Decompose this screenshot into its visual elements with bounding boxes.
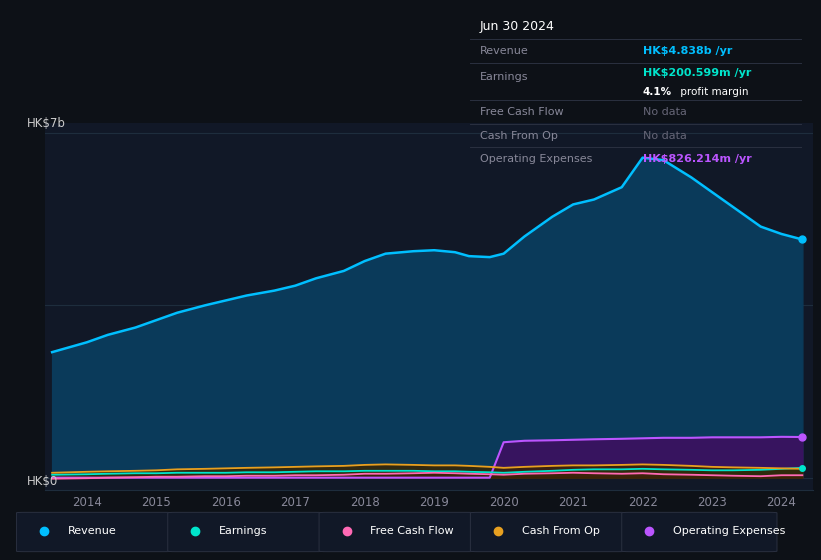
Text: 4.1%: 4.1% xyxy=(643,87,672,97)
Text: No data: No data xyxy=(643,107,686,117)
Text: No data: No data xyxy=(643,130,686,141)
Text: Earnings: Earnings xyxy=(219,526,268,536)
Text: Revenue: Revenue xyxy=(479,46,529,56)
Text: HK$0: HK$0 xyxy=(27,475,58,488)
FancyBboxPatch shape xyxy=(621,512,777,552)
FancyBboxPatch shape xyxy=(470,512,626,552)
Text: HK$826.214m /yr: HK$826.214m /yr xyxy=(643,154,751,164)
Text: HK$200.599m /yr: HK$200.599m /yr xyxy=(643,68,751,78)
Text: Earnings: Earnings xyxy=(479,72,528,82)
Text: Free Cash Flow: Free Cash Flow xyxy=(479,107,563,117)
Text: Jun 30 2024: Jun 30 2024 xyxy=(479,20,554,33)
Text: Operating Expenses: Operating Expenses xyxy=(673,526,786,536)
Text: Operating Expenses: Operating Expenses xyxy=(479,154,592,164)
FancyBboxPatch shape xyxy=(16,512,172,552)
Text: Revenue: Revenue xyxy=(67,526,117,536)
Text: profit margin: profit margin xyxy=(677,87,749,97)
Text: Free Cash Flow: Free Cash Flow xyxy=(370,526,454,536)
Text: Cash From Op: Cash From Op xyxy=(479,130,557,141)
Text: Cash From Op: Cash From Op xyxy=(521,526,599,536)
FancyBboxPatch shape xyxy=(167,512,323,552)
FancyBboxPatch shape xyxy=(319,512,475,552)
Text: HK$4.838b /yr: HK$4.838b /yr xyxy=(643,46,732,56)
Text: HK$7b: HK$7b xyxy=(27,116,66,130)
